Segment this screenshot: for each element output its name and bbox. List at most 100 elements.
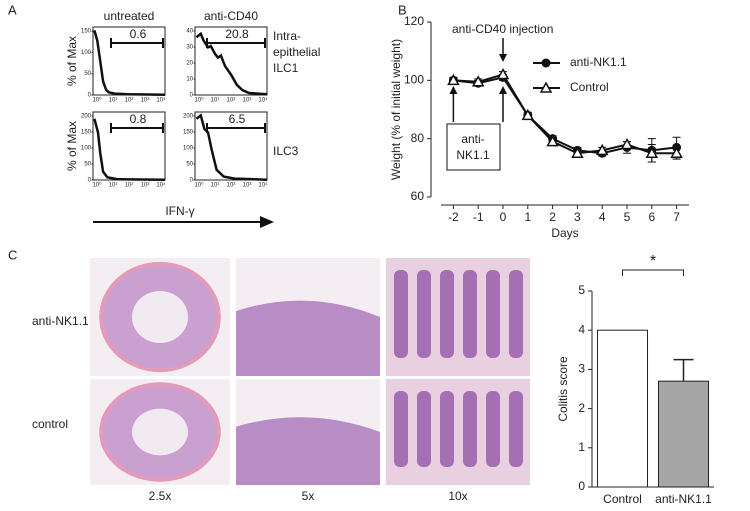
x-tick-label: 5 [624,210,631,224]
x-tick-label: 10⁰ [92,97,102,104]
y-tick-label: 40 [186,29,193,35]
x-tick-label: 10² [125,183,134,189]
y-tick-label: 50 [84,71,91,77]
x-tick-label: 4 [599,210,606,224]
crypt [394,270,408,358]
y-tick-label: 1 [578,440,585,454]
magnification-label: 2.5x [149,489,172,503]
y-tick-label: 10 [186,77,193,83]
x-tick-label: 7 [673,210,680,224]
gate-value: 0.6 [130,27,147,41]
y-tick-label: 3 [578,362,585,376]
y-tick-label: 4 [578,322,585,336]
y-tick-label: 150 [183,130,194,136]
gate-value: 6.5 [229,112,246,126]
x-tick-label: 10⁴ [156,97,166,104]
y-tick-label: 30 [186,45,193,51]
x-tick-label: 10¹ [109,98,118,104]
crypt [417,391,431,467]
y-axis-label: % of Max [65,121,79,171]
x-tick-label: 10² [125,98,134,104]
crypt [394,391,408,467]
y-tick-label: 60 [411,189,425,203]
y-tick-label: 5 [578,283,585,297]
row-label: ILC3 [273,144,299,158]
crypt [440,270,454,358]
histology-image [386,258,530,376]
x-axis-label: IFN-γ [165,204,194,218]
histogram-curve [93,30,166,96]
histogram-curve [195,31,268,96]
x-tick-label: 10⁴ [258,182,268,189]
tissue [236,417,380,485]
y-tick-label: 100 [81,50,92,56]
x-tick-label: anti-NK1.1 [655,492,712,506]
error-bar [673,358,694,382]
y-tick-label: 100 [404,73,424,87]
x-tick-label: 10⁰ [92,182,102,189]
magnification-label: 5x [302,489,315,503]
data-point [670,146,683,158]
column-label: anti-CD40 [204,9,258,23]
magnification-label: 10x [448,489,467,503]
lumen [132,291,188,343]
annotation: NK1.1 [456,148,490,162]
legend-marker [541,58,551,68]
bar [657,380,710,488]
row-label: anti-NK1.1 [32,314,89,328]
legend-label: anti-NK1.1 [570,55,627,69]
y-tick-label: 0 [190,178,194,184]
histogram-curve [195,113,268,181]
panel-label: B [398,2,407,17]
arrow-head [499,86,507,94]
tissue [236,300,380,376]
x-tick-label: 10¹ [211,183,220,189]
y-tick-label: 20 [186,61,193,67]
x-tick-label: 10¹ [211,98,220,104]
x-tick-label: 2 [549,210,556,224]
legend-marker [539,81,553,93]
x-tick-label: 6 [648,210,655,224]
data-point [620,137,634,150]
significance-label: * [650,253,656,270]
series-line [453,73,677,155]
data-point [447,73,460,86]
gate-value: 20.8 [225,27,249,41]
y-tick-label: 0 [578,479,585,493]
data-point [521,108,535,121]
x-tick-label: 0 [500,210,507,224]
crypt [509,270,523,358]
y-tick-label: 2 [578,401,585,415]
annotation: anti-CD40 injection [452,22,553,36]
bar [596,329,649,488]
x-axis-label: Days [551,226,578,240]
x-tick-label: 1 [524,210,531,224]
x-tick-label: 10¹ [109,183,118,189]
y-tick-label: 150 [81,130,92,136]
y-tick-label: 0 [88,93,92,99]
data-point [645,146,659,158]
column-label: untreated [104,9,155,23]
panel-label: A [8,2,17,17]
crypt [486,391,500,467]
lumen [132,408,188,456]
panel-label: C [8,247,17,262]
row-label: control [32,417,68,431]
row-label: epithelial [273,45,320,59]
y-tick-label: 50 [84,162,91,168]
y-tick-label: 0 [88,178,92,184]
crypt [486,270,500,358]
arrow-head [449,86,458,94]
gate-value: 0.8 [130,112,147,126]
x-tick-label: -1 [473,210,484,224]
crypt [509,391,523,467]
data-point [546,135,559,147]
x-tick-label: 10³ [141,183,150,189]
y-tick-label: 200 [183,114,194,120]
x-tick-label: 10³ [243,183,252,189]
data-point [496,67,510,80]
x-tick-label: 10⁰ [194,97,204,104]
significance-bracket [622,269,684,276]
y-tick-label: 0 [190,93,194,99]
